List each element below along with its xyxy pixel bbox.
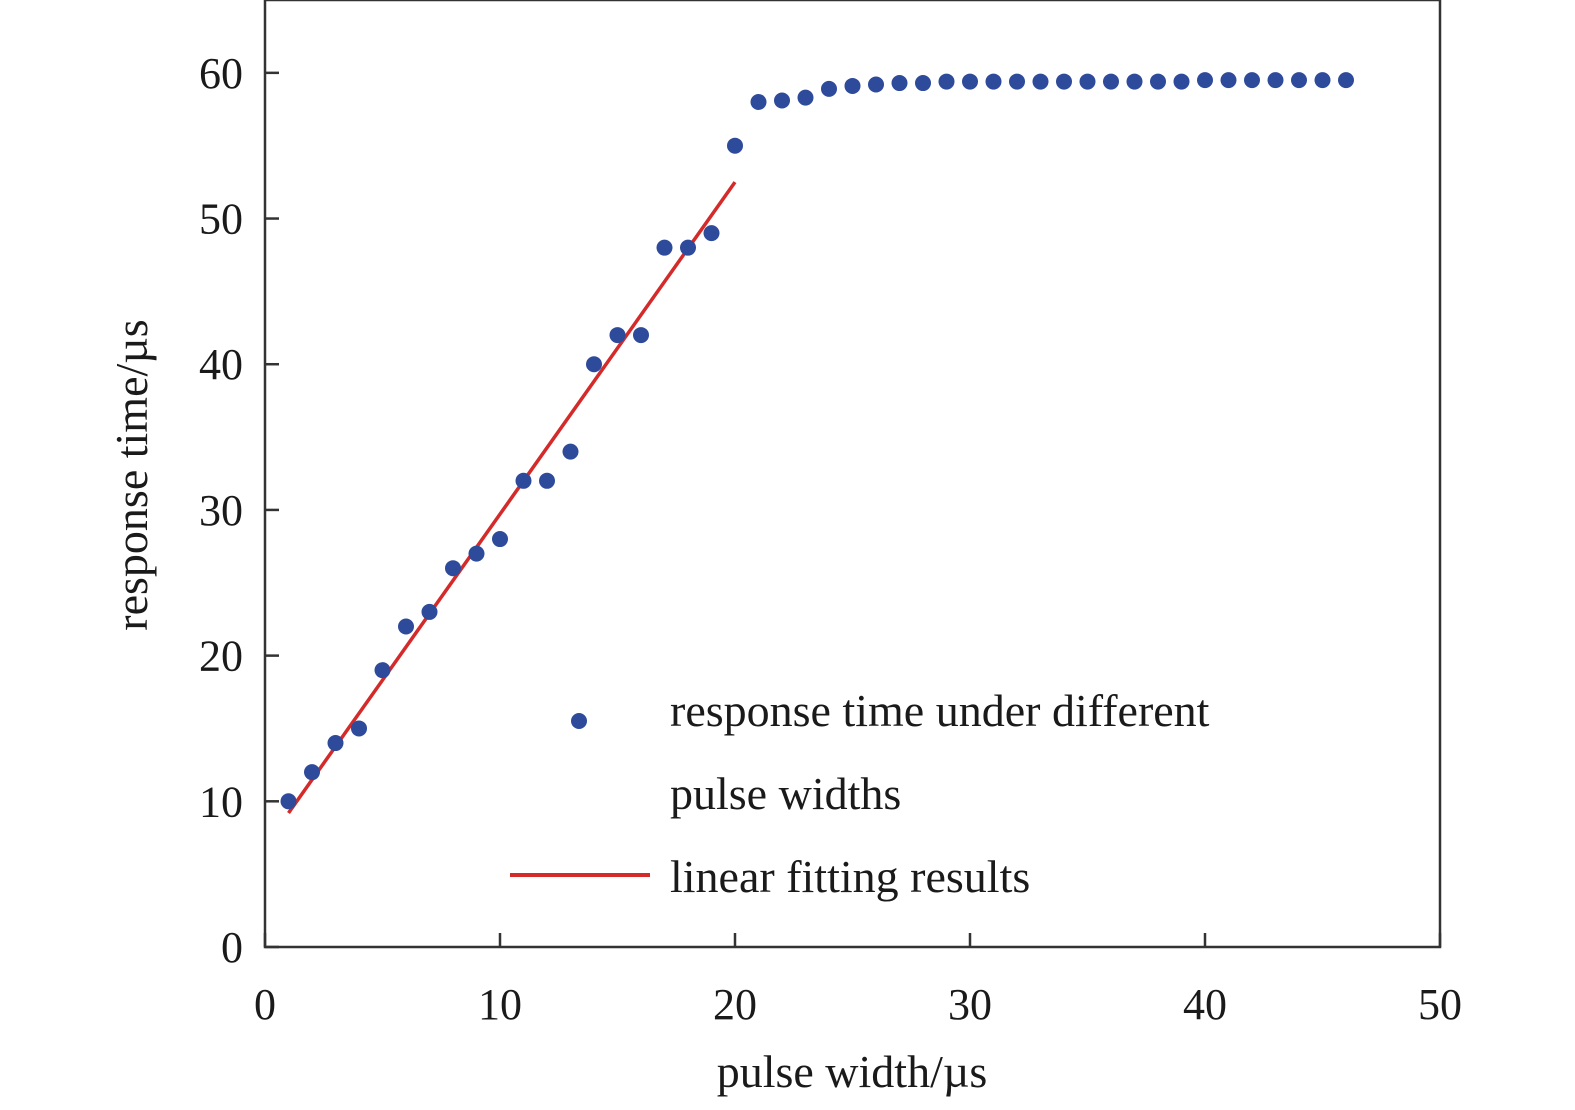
x-tick-label-1: 10 — [478, 980, 522, 1029]
fit-line — [287, 181, 737, 814]
scatter-point — [1197, 72, 1213, 89]
x-tick-label-0: 0 — [254, 980, 276, 1029]
y-tick-label-6: 60 — [199, 49, 243, 98]
scatter-point — [656, 239, 673, 256]
scatter-point — [1220, 72, 1237, 89]
y-tick-label-0: 0 — [221, 923, 243, 972]
scatter-point — [374, 662, 391, 679]
x-tick-label-3: 30 — [948, 980, 992, 1029]
scatter-point — [774, 92, 790, 109]
scatter-point — [1150, 73, 1166, 90]
scatter-point — [445, 560, 461, 577]
scatter-point — [1126, 73, 1143, 90]
scatter-point — [633, 327, 649, 344]
scatter-point — [703, 225, 720, 242]
scatter-point — [750, 93, 767, 110]
axis-ticks — [263, 71, 1442, 949]
scatter-point — [1056, 73, 1072, 90]
legend: response time under different pulse widt… — [510, 685, 1210, 902]
y-tick-label-2: 20 — [199, 632, 243, 681]
scatter-point — [562, 443, 579, 460]
scatter-point — [868, 76, 884, 93]
scatter-point — [1244, 72, 1260, 89]
scatter-point — [797, 89, 814, 106]
scatter-point — [609, 327, 626, 344]
scatter-point — [468, 545, 485, 562]
scatter-point — [1103, 73, 1119, 90]
scatter-point — [304, 764, 320, 781]
y-tick-label-4: 40 — [199, 340, 243, 389]
legend-fit-label: linear fitting results — [670, 851, 1030, 902]
fit-series — [287, 181, 737, 814]
scatter-point — [915, 75, 931, 92]
plot-frame — [263, 0, 1442, 949]
scatter-point — [421, 603, 438, 620]
x-axis-label: pulse width/µs — [717, 1046, 988, 1097]
scatter-point — [727, 137, 743, 154]
scatter-point — [938, 73, 955, 90]
scatter-point — [1291, 72, 1307, 89]
scatter-point — [327, 735, 344, 752]
y-tick-label-1: 10 — [199, 777, 243, 826]
axis-tick-labels: 0 10 20 30 40 50 0 10 20 30 40 50 60 — [199, 49, 1462, 1029]
scatter-point — [539, 472, 555, 489]
legend-scatter-marker — [571, 713, 587, 729]
x-tick-label-4: 40 — [1183, 980, 1227, 1029]
scatter-point — [398, 618, 414, 635]
legend-scatter-label-line2: pulse widths — [670, 768, 901, 819]
scatter-point — [985, 73, 1002, 90]
scatter-point — [1173, 73, 1190, 90]
scatter-point — [1032, 73, 1049, 90]
scatter-point — [515, 472, 532, 489]
y-tick-label-3: 30 — [199, 486, 243, 535]
scatter-point — [1338, 72, 1354, 89]
scatter-series — [280, 72, 1354, 810]
scatter-point — [1267, 72, 1284, 89]
scatter-point — [821, 80, 837, 97]
scatter-point — [1009, 73, 1025, 90]
scatter-point — [844, 77, 861, 94]
scatter-point — [1079, 73, 1096, 90]
scatter-point — [891, 75, 908, 92]
scatter-point — [351, 720, 367, 737]
scatter-point — [1314, 72, 1331, 89]
scatter-point — [586, 356, 602, 373]
scatter-point — [962, 73, 978, 90]
y-tick-label-5: 50 — [199, 195, 243, 244]
x-tick-label-2: 20 — [713, 980, 757, 1029]
x-tick-label-5: 50 — [1418, 980, 1462, 1029]
y-axis-label: response time/µs — [106, 319, 157, 630]
scatter-point — [280, 793, 297, 810]
scatter-point — [680, 239, 696, 256]
legend-scatter-label-line1: response time under different — [670, 685, 1210, 736]
scatter-point — [492, 531, 508, 548]
